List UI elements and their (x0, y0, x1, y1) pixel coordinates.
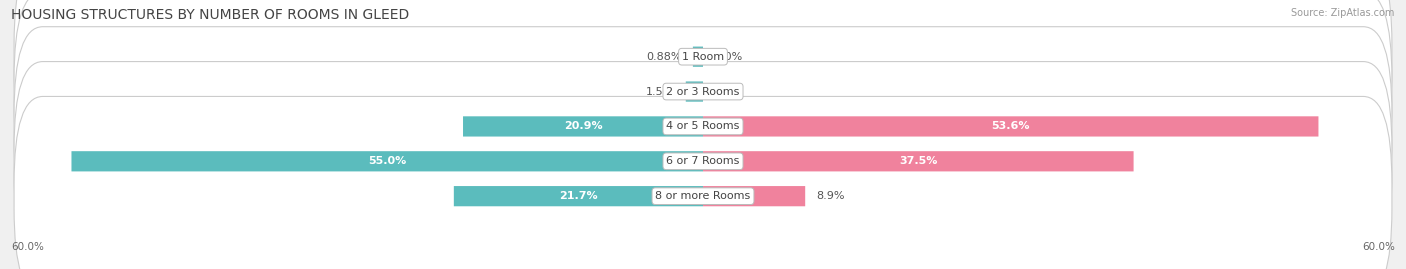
Legend: Owner-occupied, Renter-occupied: Owner-occupied, Renter-occupied (586, 267, 820, 269)
Text: 37.5%: 37.5% (898, 156, 938, 166)
Text: HOUSING STRUCTURES BY NUMBER OF ROOMS IN GLEED: HOUSING STRUCTURES BY NUMBER OF ROOMS IN… (11, 8, 409, 22)
FancyBboxPatch shape (693, 47, 703, 67)
FancyBboxPatch shape (14, 97, 1392, 269)
Text: 60.0%: 60.0% (1362, 242, 1395, 252)
Text: 1.5%: 1.5% (645, 87, 675, 97)
FancyBboxPatch shape (463, 116, 703, 137)
FancyBboxPatch shape (14, 62, 1392, 261)
Text: 4 or 5 Rooms: 4 or 5 Rooms (666, 121, 740, 132)
FancyBboxPatch shape (14, 0, 1392, 191)
FancyBboxPatch shape (14, 0, 1392, 156)
FancyBboxPatch shape (703, 116, 1319, 137)
Text: 0.0%: 0.0% (714, 52, 742, 62)
Text: 8.9%: 8.9% (817, 191, 845, 201)
FancyBboxPatch shape (703, 151, 1133, 171)
FancyBboxPatch shape (454, 186, 703, 206)
FancyBboxPatch shape (14, 27, 1392, 226)
Text: 20.9%: 20.9% (564, 121, 602, 132)
Text: 6 or 7 Rooms: 6 or 7 Rooms (666, 156, 740, 166)
Text: 2 or 3 Rooms: 2 or 3 Rooms (666, 87, 740, 97)
FancyBboxPatch shape (703, 186, 806, 206)
Text: 60.0%: 60.0% (11, 242, 44, 252)
Text: 0.88%: 0.88% (645, 52, 682, 62)
Text: 1 Room: 1 Room (682, 52, 724, 62)
Text: 8 or more Rooms: 8 or more Rooms (655, 191, 751, 201)
Text: 53.6%: 53.6% (991, 121, 1031, 132)
FancyBboxPatch shape (686, 82, 703, 102)
Text: 21.7%: 21.7% (560, 191, 598, 201)
Text: Source: ZipAtlas.com: Source: ZipAtlas.com (1291, 8, 1395, 18)
Text: 55.0%: 55.0% (368, 156, 406, 166)
Text: 0.0%: 0.0% (714, 87, 742, 97)
FancyBboxPatch shape (72, 151, 703, 171)
